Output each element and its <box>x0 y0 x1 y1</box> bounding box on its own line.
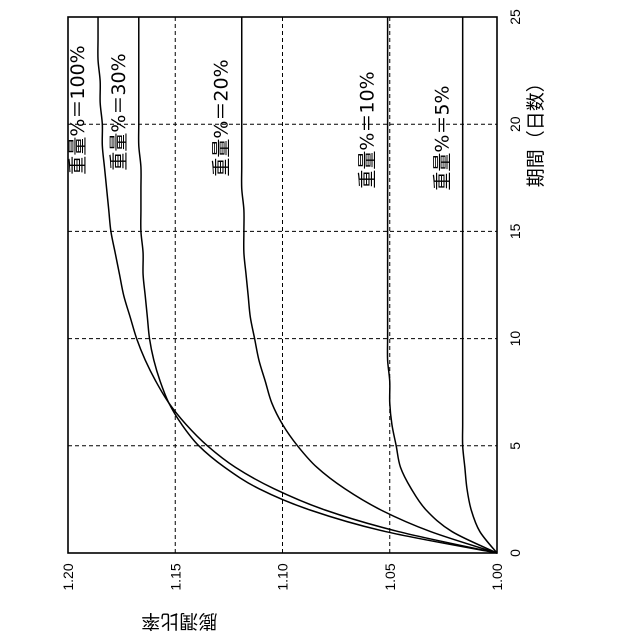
series-label: 重量%＝30% <box>108 53 130 170</box>
series-label: 重量%＝100% <box>67 45 89 174</box>
series-label: 重量%＝5% <box>432 85 454 190</box>
series-label: 重量%＝20% <box>211 59 233 176</box>
y-tick-label: 1.10 <box>275 563 291 590</box>
x-tick-label: 20 <box>507 116 523 132</box>
y-tick-label: 1.00 <box>489 563 505 590</box>
series-label: 重量%＝10% <box>357 71 379 188</box>
series-line <box>463 17 497 553</box>
x-tick-label: 10 <box>507 331 523 347</box>
y-tick-label: 1.05 <box>382 563 398 590</box>
y-tick-label: 1.20 <box>60 563 76 590</box>
x-tick-label: 25 <box>507 9 523 25</box>
x-tick-label: 15 <box>507 223 523 239</box>
x-tick-label: 0 <box>507 549 523 557</box>
series-label-layer: 重量%＝100% 重量%＝30% 重量%＝20% 重量%＝10% 重量%＝5% <box>67 45 454 190</box>
y-axis-title: 膨潤比率 <box>141 610 217 632</box>
x-tick-label: 5 <box>507 442 523 450</box>
x-axis-title: 期間（日数） <box>525 73 547 187</box>
y-tick-label: 1.15 <box>167 563 183 590</box>
